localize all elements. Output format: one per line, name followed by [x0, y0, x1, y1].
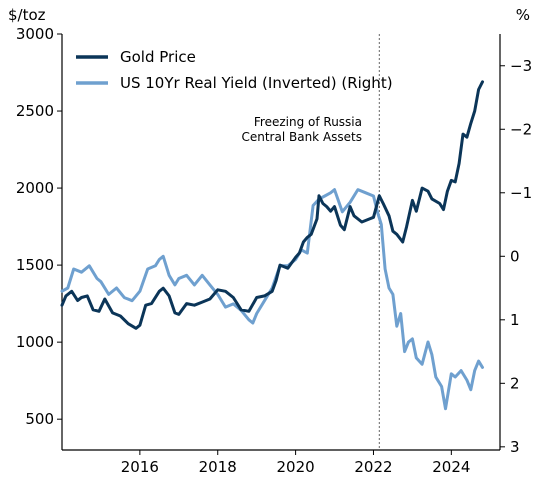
right-tick-label: −1 — [510, 184, 532, 202]
left-tick-label: 3000 — [16, 25, 54, 43]
left-tick-label: 500 — [25, 410, 54, 428]
right-unit-label: % — [516, 6, 530, 24]
x-tick-label: 2020 — [277, 458, 315, 476]
series-line-gold-price — [60, 80, 484, 330]
series-line-real-yield — [60, 188, 484, 411]
right-tick-label: 0 — [510, 247, 520, 265]
right-tick-label: −2 — [510, 120, 532, 138]
left-tick-label: 1000 — [16, 333, 54, 351]
series-group — [60, 80, 484, 411]
annotation-line-2: Central Bank Assets — [241, 130, 362, 144]
x-tick-label: 2024 — [432, 458, 470, 476]
legend: Gold Price US 10Yr Real Yield (Inverted)… — [76, 48, 393, 92]
legend-label-yield: US 10Yr Real Yield (Inverted) (Right) — [120, 74, 393, 92]
left-tick-label: 2500 — [16, 102, 54, 120]
left-unit-label: $/toz — [8, 6, 46, 24]
annotation-line-1: Freezing of Russia — [254, 115, 362, 129]
left-y-ticks: 500 1000 1500 2000 2500 3000 — [16, 25, 62, 428]
x-tick-label: 2016 — [121, 458, 159, 476]
right-tick-label: 3 — [510, 438, 520, 456]
right-tick-label: 2 — [510, 374, 520, 392]
left-tick-label: 2000 — [16, 179, 54, 197]
left-tick-label: 1500 — [16, 256, 54, 274]
legend-label-gold: Gold Price — [120, 48, 196, 66]
x-tick-label: 2022 — [354, 458, 392, 476]
x-tick-label: 2018 — [199, 458, 237, 476]
right-tick-label: 1 — [510, 311, 520, 329]
right-y-ticks: −3 −2 −1 0 1 2 3 — [500, 57, 532, 456]
x-ticks: 2016 2018 2020 2022 2024 — [121, 450, 470, 476]
right-tick-label: −3 — [510, 57, 532, 75]
